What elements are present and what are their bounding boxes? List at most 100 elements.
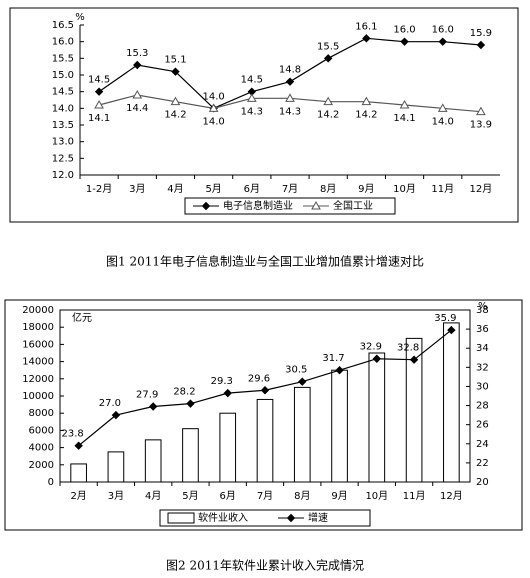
data-point [111, 410, 121, 420]
x-tick-label: 4月 [145, 490, 161, 502]
bar [70, 463, 87, 483]
data-point [171, 67, 180, 76]
data-label: 14.4 [126, 103, 148, 114]
unit-label: % [75, 12, 85, 23]
data-point [94, 87, 104, 96]
y2-tick-label: 30 [476, 381, 489, 392]
y2-tick-label: 28 [476, 401, 489, 412]
y-tick-label: 13.5 [52, 120, 74, 131]
y-tick-label: 16.5 [52, 20, 74, 31]
y-tick-label: 13.0 [52, 137, 74, 148]
y-tick-label: 4000 [29, 443, 54, 454]
data-point [447, 325, 456, 335]
x-tick-label: 7月 [282, 183, 298, 195]
y-tick-label: 2000 [29, 460, 54, 471]
figure-caption: 图2 2011年软件业累计收入完成情况 [166, 558, 364, 573]
bar [405, 337, 423, 483]
y-tick-label: 12.5 [52, 153, 74, 164]
y2-tick-label: 20 [476, 477, 489, 488]
data-point [438, 37, 447, 46]
y-tick-label: 12.0 [52, 170, 74, 181]
data-label: 16.1 [355, 21, 377, 32]
data-point [208, 103, 219, 112]
data-label: 27.9 [136, 390, 158, 401]
data-label: 15.5 [317, 41, 339, 52]
x-tick-label: 3月 [108, 490, 124, 502]
data-label: 29.3 [211, 376, 233, 387]
y2-tick-label: 24 [476, 439, 489, 450]
data-point [170, 96, 181, 106]
y-tick-label: 12000 [22, 374, 54, 385]
y-tick-label: 15.0 [52, 70, 74, 81]
x-tick-label: 12月 [440, 490, 463, 502]
x-tick-label: 5月 [205, 183, 221, 195]
data-label: 32.9 [360, 342, 382, 353]
data-point [298, 377, 307, 386]
data-label: 15.1 [164, 55, 186, 66]
data-point [260, 386, 270, 395]
data-point [285, 93, 295, 102]
y2-tick-label: 26 [476, 420, 489, 431]
data-label: 30.5 [285, 365, 307, 376]
data-label: 13.9 [470, 120, 492, 131]
bar [219, 412, 237, 483]
y-tick-label: 0 [48, 477, 54, 488]
figure-caption: 图1 2011年电子信息制造业与全国工业增加值累计增速对比 [106, 254, 424, 269]
data-point [285, 77, 295, 86]
y-tick-label: 10000 [22, 391, 54, 402]
x-tick-label: 11月 [403, 490, 426, 502]
x-tick-label: 8月 [294, 490, 310, 502]
data-point [362, 34, 371, 43]
data-label: 15.9 [470, 28, 492, 39]
x-tick-label: 9月 [331, 490, 347, 502]
data-label: 23.8 [62, 429, 84, 440]
data-label: 16.0 [393, 25, 415, 36]
data-label: 14.5 [88, 75, 110, 86]
y2-tick-label: 34 [476, 343, 489, 354]
data-label: 27.0 [99, 398, 121, 409]
legend-marker [286, 513, 296, 523]
legend-frame [184, 197, 396, 215]
x-tick-label: 4月 [167, 183, 183, 195]
data-label: 14.8 [279, 65, 301, 76]
chart-frame [9, 7, 519, 223]
data-label: 32.8 [397, 343, 419, 354]
x-tick-label: 12月 [470, 183, 493, 195]
y-tick-label: 14000 [22, 357, 54, 368]
data-point [335, 365, 344, 375]
data-label: 14.0 [203, 116, 225, 127]
data-point [399, 99, 410, 109]
data-label: 29.6 [248, 373, 270, 384]
data-point [476, 106, 486, 116]
y2-unit-label: % [478, 301, 488, 312]
data-label: 28.2 [173, 387, 195, 398]
legend-label: 电子信息制造业 [223, 199, 293, 212]
y-tick-label: 15.5 [52, 53, 74, 64]
y2-tick-label: 36 [476, 324, 489, 335]
data-label: 14.2 [164, 110, 186, 121]
x-tick-label: 8月 [320, 183, 336, 195]
bar [331, 369, 348, 483]
x-tick-label: 10月 [393, 183, 416, 195]
bar [107, 451, 125, 483]
data-label: 14.3 [279, 106, 301, 117]
legend-swatch [167, 512, 195, 524]
data-point [132, 89, 143, 99]
data-point [246, 93, 257, 102]
x-tick-label: 2月 [70, 490, 86, 502]
data-point [94, 99, 104, 109]
x-tick-label: 6月 [220, 490, 236, 502]
data-point [74, 441, 83, 450]
data-label: 14.1 [393, 113, 415, 124]
bar [256, 398, 274, 483]
legend-marker [201, 201, 211, 211]
x-tick-label: 6月 [244, 183, 260, 195]
data-point [476, 40, 486, 50]
chart-frame [4, 299, 523, 531]
y-tick-label: 16000 [22, 339, 54, 350]
y2-tick-label: 22 [476, 458, 489, 469]
data-label: 14.0 [432, 116, 454, 127]
y-tick-label: 6000 [29, 425, 54, 436]
